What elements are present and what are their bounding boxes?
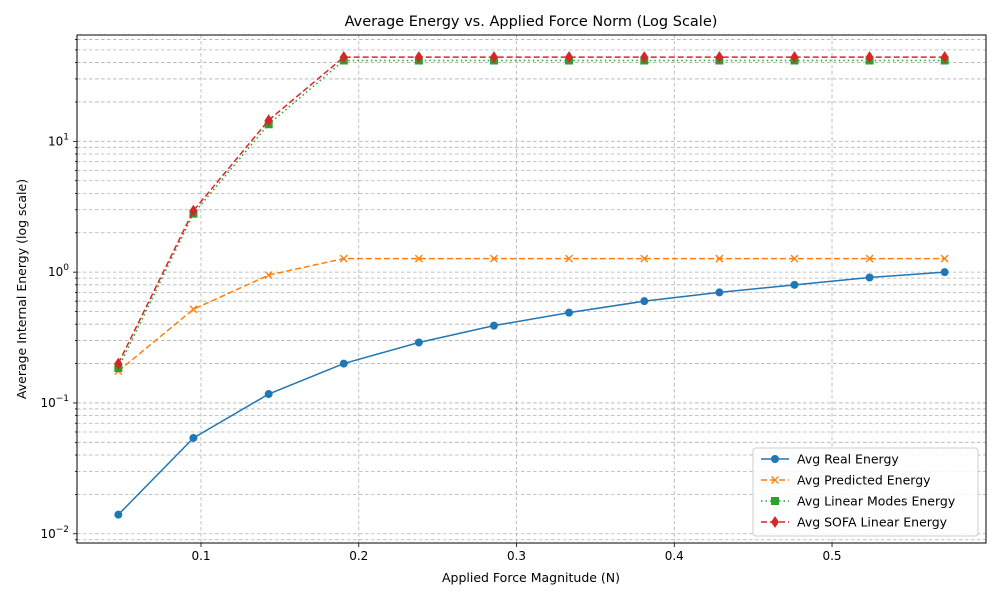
x-tick-label: 0.4 [665,549,684,563]
data-point [565,254,574,263]
data-point [264,390,273,399]
series-line [117,271,945,516]
data-point [114,510,123,519]
data-point [189,433,198,442]
data-point [715,288,724,297]
series-3 [114,51,949,370]
data-point [640,254,649,263]
data-point [865,273,874,282]
x-marker-stroke [565,254,574,263]
data-point [865,51,874,64]
data-point [790,280,799,289]
x-marker-stroke [414,254,423,263]
y-tick-label: 10−2 [40,525,69,541]
data-point [940,51,949,64]
data-point [790,51,799,64]
data-point [189,305,198,314]
data-point [940,254,949,263]
x-marker-stroke [489,254,498,263]
x-marker-stroke [865,254,874,263]
series-line [117,56,945,364]
y-axis-label: Average Internal Energy (log scale) [14,179,29,399]
data-point [715,51,724,64]
legend-marker [771,516,779,528]
x-tick-label: 0.5 [822,549,841,563]
series-line [117,257,945,372]
legend-marker [771,476,779,484]
series-line [117,59,945,369]
data-point [489,321,498,330]
legend-item: Avg Predicted Energy [761,473,931,488]
grid [77,35,986,543]
x-marker-stroke [790,254,799,263]
x-marker-stroke [640,254,649,263]
x-tick-label: 0.2 [349,549,368,563]
data-point [339,254,348,263]
data-point [114,357,123,370]
legend-label: Avg Predicted Energy [797,473,931,488]
data-point [565,308,574,317]
legend-item: Avg Real Energy [761,452,899,467]
data-point [489,51,498,64]
data-point [414,51,423,64]
ticks: 0.1 0.2 0.3 0.4 0.5 10−2 10−1 100 101 [40,39,842,563]
data-point [715,254,724,263]
plot-frame [76,34,987,544]
data-point [565,51,574,64]
data-point [640,51,649,64]
y-tick-label: 101 [48,132,69,148]
x-marker-stroke [189,305,198,314]
data-point [640,297,649,306]
data-point [339,359,348,368]
legend-label: Avg SOFA Linear Energy [797,515,948,530]
y-tick-label: 100 [48,263,69,279]
data-point [414,338,423,347]
x-tick-label: 0.1 [191,549,210,563]
legend-label: Avg Real Energy [797,452,899,467]
data-point [940,268,949,277]
x-marker-stroke [339,254,348,263]
data-point [339,51,348,64]
data-point [264,114,273,127]
x-axis-label: Applied Force Magnitude (N) [442,570,620,585]
chart-title: Average Energy vs. Applied Force Norm (L… [345,14,718,30]
legend-box [752,447,979,537]
data-point [189,204,198,217]
series-1 [114,254,949,376]
legend-item: Avg SOFA Linear Energy [761,515,948,530]
x-marker-stroke [771,476,779,484]
legend-marker [771,455,779,463]
x-marker-stroke [715,254,724,263]
data-point [790,254,799,263]
series-0 [114,268,949,519]
legend-item: Avg Linear Modes Energy [761,494,956,509]
data-point [865,254,874,263]
legend-label: Avg Linear Modes Energy [797,494,956,509]
data-point [264,271,273,280]
y-tick-label: 10−1 [40,394,69,410]
legend: Avg Real Energy Avg Predicted Energy Avg L… [752,447,979,537]
x-tick-label: 0.3 [507,549,526,563]
data-point [489,254,498,263]
series-2 [114,56,949,373]
data-point [414,254,423,263]
legend-marker [771,497,779,505]
x-marker-stroke [940,254,949,263]
x-marker-stroke [264,271,273,280]
series-layer [114,51,949,519]
